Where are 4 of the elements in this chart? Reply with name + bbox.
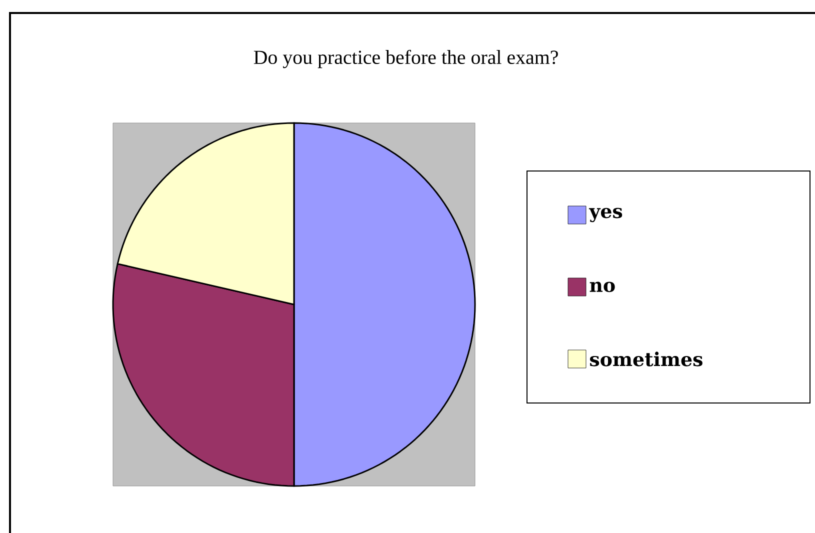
chart-title: Do you practice before the oral exam? bbox=[254, 50, 558, 68]
legend-label: yes bbox=[588, 208, 622, 222]
legend-label: no bbox=[590, 282, 615, 292]
legend-label: sometimes bbox=[590, 352, 702, 366]
